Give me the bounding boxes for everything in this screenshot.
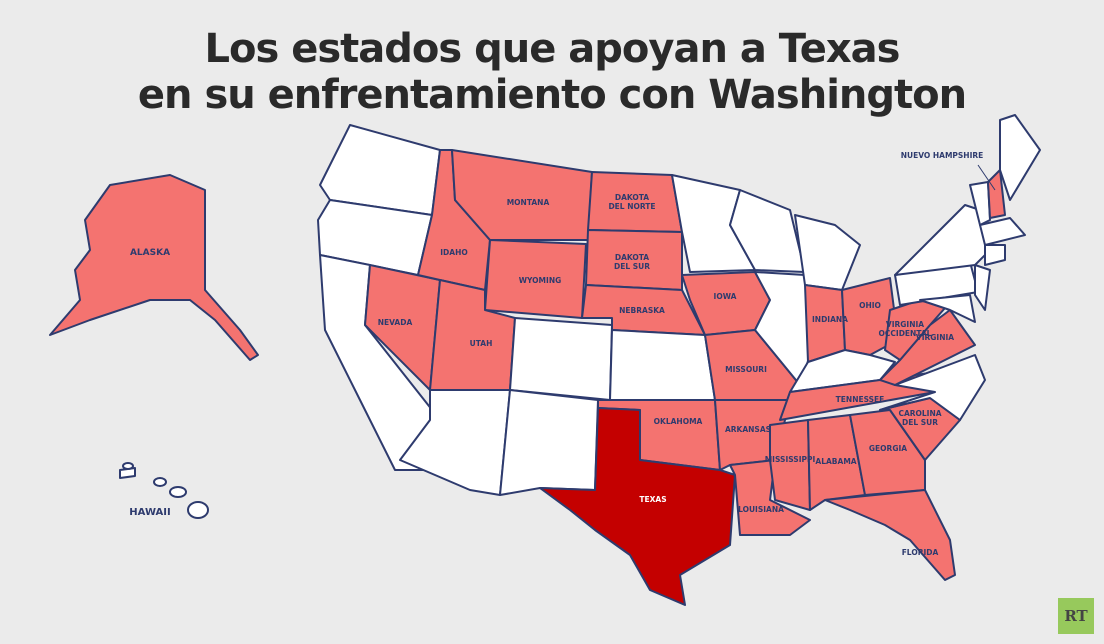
state-label-wy: WYOMING [519,276,562,285]
state-label-wv: VIRGINIA OCCIDENTAL [879,320,932,338]
hawaii-island [122,462,134,470]
state-label-id: IDAHO [440,248,467,257]
state-label-hi: HAWAII [129,507,170,518]
state-md [919,294,976,323]
state-fl [824,489,956,581]
state-ma [979,217,1026,246]
state-label-in: INDIANA [812,315,848,324]
state-label-ne: NEBRASKA [619,306,665,315]
state-nc [879,354,986,421]
state-label-mo: MISSOURI [725,365,767,374]
state-mt [451,149,593,241]
state-label-sc: CAROLINA DEL SUR [898,409,941,427]
state-label-va: VIRGINIA [916,333,954,342]
hawaii-island [169,486,187,498]
state-me [999,114,1041,201]
map-title-line-1: Los estados que apoyan a Texas [204,26,901,72]
state-label-mt: MONTANA [507,198,550,207]
state-wi [729,189,806,273]
state-label-ia: IOWA [714,292,737,301]
state-co [509,317,613,401]
rt-logo: RT [1058,598,1094,634]
map-title-line-2: en su enfrentamiento con Washington [137,72,967,118]
state-nj [974,264,991,311]
state-label-nh: NUEVO HAMPSHIRE [901,151,984,160]
state-label-oh: OHIO [859,301,881,310]
state-ct [984,244,1006,266]
state-ak [49,174,259,361]
state-nm [499,389,599,496]
state-label-ms: MISSISSIPPI [765,455,816,464]
state-ms [769,419,811,511]
state-label-ar: ARKANSAS [725,425,771,434]
hawaii-island [153,477,167,487]
state-nh [987,169,1006,219]
state-label-fl: FLORIDA [902,548,939,557]
state-tx [539,407,736,606]
state-label-nd: DAKOTA DEL NORTE [608,193,655,211]
state-label-ut: UTAH [470,339,493,348]
state-label-tx: TEXAS [639,495,666,504]
state-label-ak: ALASKA [130,248,170,258]
state-label-nv: NEVADA [378,318,413,327]
state-ks [609,329,716,401]
state-label-la: LOUISIANA [738,505,784,514]
state-vt [969,181,991,226]
state-label-al: ALABAMA [815,457,856,466]
state-oh [841,277,899,356]
state-label-ga: GEORGIA [869,444,907,453]
state-label-tn: TENNESSEE [836,395,885,404]
state-mi [794,214,861,291]
state-label-sd: DAKOTA DEL SUR [614,253,650,271]
rt-logo-text: RT [1064,607,1088,625]
nh-leader-line [977,164,996,191]
hawaii-island [187,501,209,519]
state-label-ok: OKLAHOMA [654,417,703,426]
